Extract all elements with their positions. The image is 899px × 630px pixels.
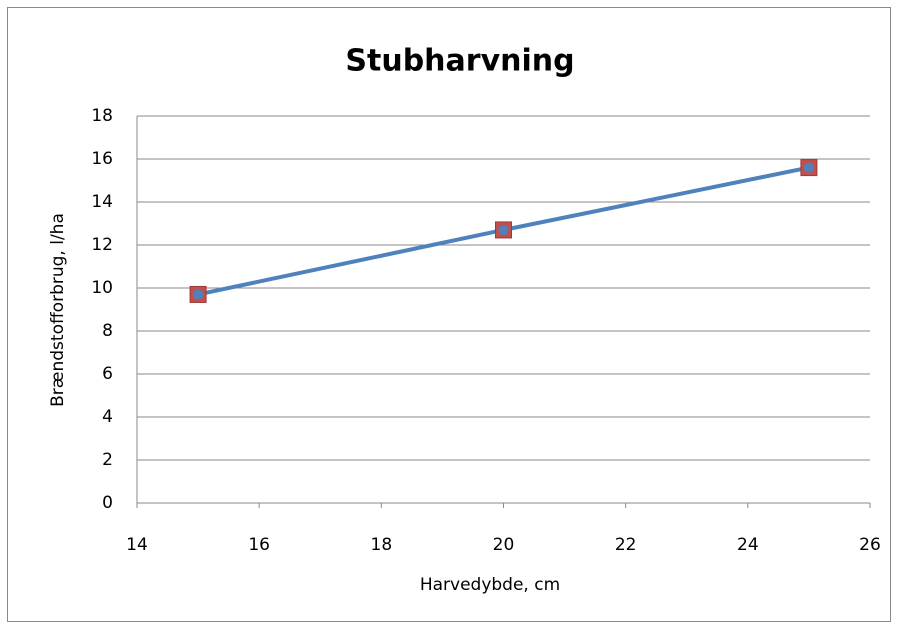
x-tick-label: 24: [737, 535, 759, 555]
x-tick-label: 20: [493, 535, 515, 555]
y-tick-label: 6: [102, 364, 113, 384]
x-axis-label: Harvedybde, cm: [420, 575, 560, 595]
y-tick-label: 14: [91, 192, 113, 212]
x-tick-label: 18: [371, 535, 393, 555]
y-tick-label: 10: [91, 278, 113, 298]
y-axis-label: Brændstofforbrug, l/ha: [48, 213, 68, 407]
chart-frame: [7, 7, 891, 622]
y-tick-label: 2: [102, 450, 113, 470]
x-tick-label: 14: [126, 535, 148, 555]
marker: [803, 162, 814, 173]
y-tick-label: 12: [91, 235, 113, 255]
y-tick-label: 4: [102, 407, 113, 427]
x-tick-label: 26: [859, 535, 881, 555]
y-tick-label: 0: [102, 493, 113, 513]
y-tick-label: 8: [102, 321, 113, 341]
x-tick-label: 16: [248, 535, 270, 555]
marker: [498, 224, 509, 235]
x-tick-label: 22: [615, 535, 637, 555]
y-tick-label: 18: [91, 106, 113, 126]
y-tick-label: 16: [91, 149, 113, 169]
chart-title: Stubharvning: [345, 44, 574, 79]
marker: [193, 289, 204, 300]
